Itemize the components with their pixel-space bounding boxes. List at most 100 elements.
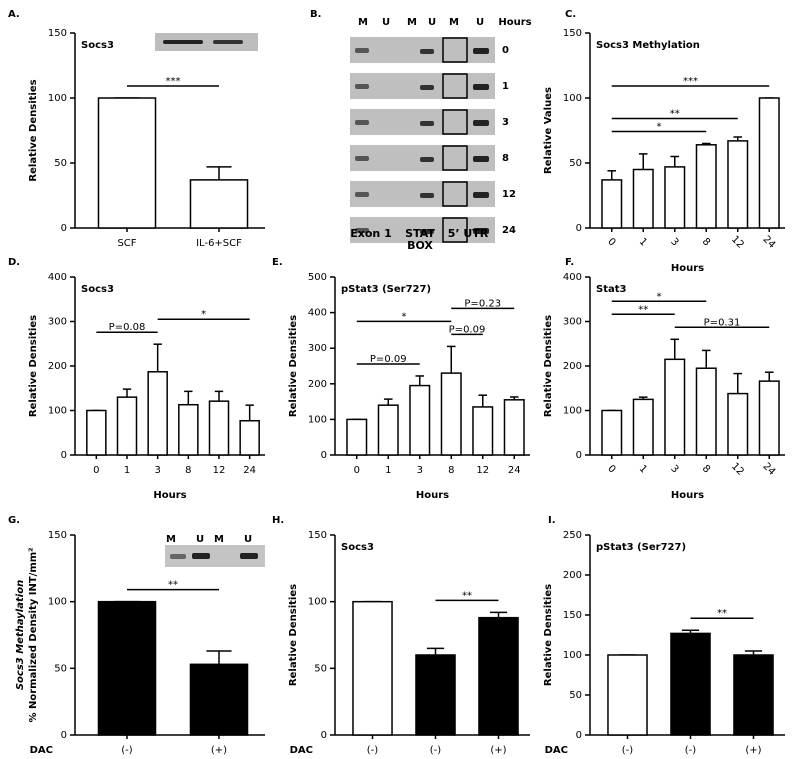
inset-label: M [166,534,176,545]
x-tick-label: 12 [729,461,746,478]
significance-label: P=0.31 [704,317,741,328]
y-tick-label: 150 [563,28,582,39]
gel-header: Hours [498,17,531,28]
bar [664,358,686,456]
x-tick-label: 1 [637,236,649,248]
y-tick-label: 400 [308,308,327,319]
significance-label: P=0.09 [370,354,407,365]
x-tick-label: (-) [685,745,697,756]
row-label: 3 [502,117,509,128]
group-label: Exon 1 [350,227,392,240]
x-tick-label: SCF [117,238,136,249]
y-tick-label: 300 [308,343,327,354]
panel-label: A. [8,9,20,20]
panel-label: H. [272,515,284,526]
bar [601,409,623,456]
inset-label: U [244,534,252,545]
bar [695,144,717,229]
significance-label: * [657,122,662,133]
y-tick-label: 100 [563,93,582,104]
group-label: 5’ UTR [447,227,489,240]
x-tick-label: (-) [430,745,442,756]
x-axis-label: Hours [671,263,704,274]
x-tick-label: 24 [508,465,521,476]
x-prefix: DAC [30,745,53,756]
y-tick-label: 150 [48,28,67,39]
y-tick-label: 400 [563,272,582,283]
lane-label: M [358,17,368,28]
gel-band [473,192,489,198]
y-tick-label: 0 [61,223,67,234]
panel-label: G. [8,515,20,526]
gel-box [442,37,468,63]
y-tick-label: 0 [576,730,582,741]
x-tick-label: IL-6+SCF [196,238,242,249]
y-tick-label: 100 [48,597,67,608]
gel-band [355,192,369,197]
x-tick-label: 8 [448,465,454,476]
row-label: 24 [502,225,516,236]
x-tick-label: (+) [211,745,227,756]
significance-label: * [402,311,407,322]
x-tick-label: 0 [605,236,617,248]
lane-label: M [449,17,459,28]
gel-box [442,109,468,135]
x-tick-label: (-) [121,745,133,756]
x-tick-label: 8 [700,236,712,248]
bar [478,616,519,736]
y-axis-label: Relative Densities [543,315,554,417]
y-tick-label: 300 [563,317,582,328]
bar [758,97,780,229]
x-tick-label: 12 [729,234,746,251]
y-tick-label: 0 [61,450,67,461]
gel-band [473,156,489,162]
significance-label: ** [638,304,648,315]
y-tick-label: 100 [563,650,582,661]
x-tick-label: 8 [700,463,712,475]
y-tick-label: 250 [563,530,582,541]
gel-band [420,157,434,162]
gel-band [355,120,369,125]
bar [189,663,249,736]
row-label: 0 [502,45,509,56]
bar [503,399,525,456]
bar [116,396,138,456]
x-tick-label: 3 [668,463,680,475]
bar [664,166,686,229]
y-tick-label: 200 [563,570,582,581]
gel-band [420,49,434,54]
y-tick-label: 150 [308,530,327,541]
lane-label: U [382,17,390,28]
y-tick-label: 200 [48,361,67,372]
y-tick-label: 150 [563,610,582,621]
bar [178,403,199,456]
x-tick-label: (-) [367,745,379,756]
x-tick-label: 1 [124,465,130,476]
y-tick-label: 400 [48,272,67,283]
inset-gel-a [155,33,258,51]
bar [727,392,749,456]
bar [352,600,393,736]
significance-label: * [657,291,662,302]
gel-band [355,48,369,53]
x-tick-label: 1 [637,463,649,475]
x-prefix: DAC [290,745,313,756]
bar [733,654,774,736]
y-axis-label: % Normalized Density INT/mm² [28,547,39,722]
bar [727,140,749,229]
chart-title: Stat3 [596,284,627,295]
y-axis-label: Socs3 Methaylation [15,580,26,690]
x-axis-label: Hours [671,490,704,501]
significance-label: ** [168,580,178,591]
x-tick-label: 24 [761,461,778,478]
bar [189,179,249,229]
x-tick-label: 3 [154,465,160,476]
bar [97,97,157,229]
y-axis-label: Relative Densities [288,315,299,417]
panel-label: D. [8,257,20,268]
chart-title: Socs3 Methylation [596,40,700,51]
significance-label: *** [166,76,181,87]
significance-label: * [201,309,206,320]
significance-label: ** [717,608,727,619]
gel-box [442,217,468,243]
